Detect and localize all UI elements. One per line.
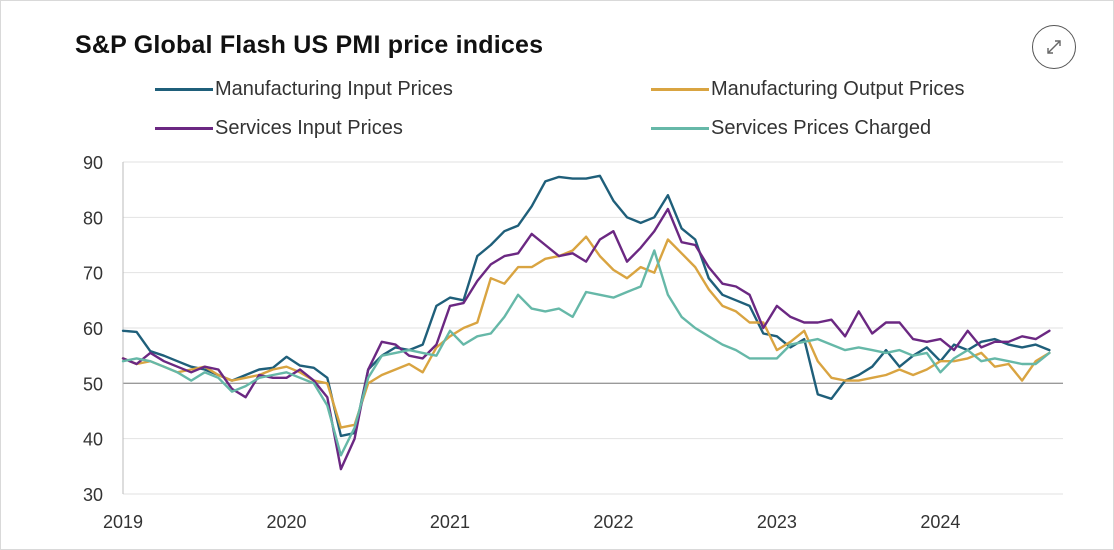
y-tick-label: 40 (83, 430, 103, 450)
legend-item-services-charged: Services Prices Charged (651, 116, 931, 140)
legend-item-manufacturing-output: Manufacturing Output Prices (651, 77, 964, 101)
expand-icon (1047, 40, 1061, 54)
legend-item-manufacturing-input: Manufacturing Input Prices (155, 77, 453, 101)
legend-swatch (651, 126, 709, 130)
y-tick-label: 70 (83, 264, 103, 284)
legend-swatch (155, 126, 213, 130)
series-line-manufacturing-input-prices (121, 174, 1051, 438)
series-line-services-input-prices (121, 207, 1051, 471)
legend-label: Manufacturing Output Prices (711, 77, 965, 100)
x-tick-label: 2024 (920, 512, 960, 532)
legend-label: Services Prices Charged (711, 116, 932, 139)
x-tick-label: 2020 (266, 512, 306, 532)
legend-swatch (155, 87, 213, 91)
expand-button[interactable] (1032, 25, 1076, 69)
series-line-manufacturing-output-prices (121, 235, 1051, 429)
legend-label: Manufacturing Input Prices (215, 77, 453, 100)
legend-label: Services Input Prices (215, 116, 403, 139)
y-tick-label: 80 (83, 208, 103, 228)
legend-item-services-input: Services Input Prices (155, 116, 403, 140)
series-line-services-prices-charged (121, 249, 1051, 457)
y-tick-label: 50 (83, 374, 103, 394)
legend-swatch (651, 87, 709, 91)
x-tick-label: 2019 (103, 512, 143, 532)
y-tick-label: 60 (83, 319, 103, 339)
x-tick-label: 2022 (593, 512, 633, 532)
chart-title: S&P Global Flash US PMI price indices (75, 31, 544, 59)
x-tick-label: 2021 (430, 512, 470, 532)
y-tick-label: 30 (83, 485, 103, 505)
y-tick-label: 90 (83, 153, 103, 173)
x-tick-label: 2023 (757, 512, 797, 532)
